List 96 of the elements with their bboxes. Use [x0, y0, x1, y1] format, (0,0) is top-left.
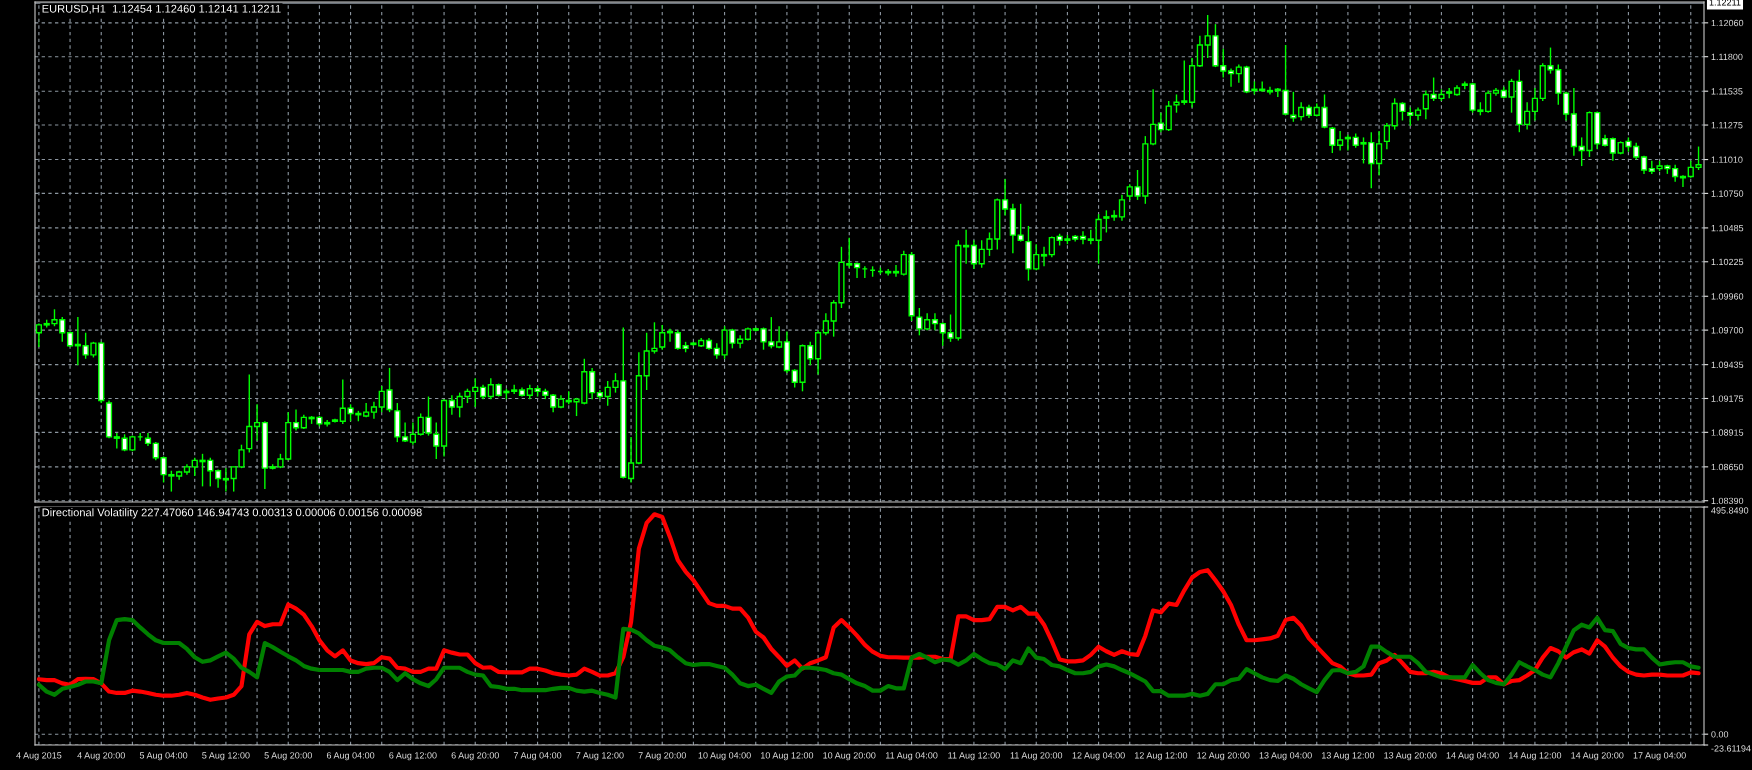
candlestick	[1407, 106, 1414, 127]
x-tick-label: 14 Aug 20:00	[1571, 752, 1624, 761]
x-tick-label: 7 Aug 12:00	[576, 752, 624, 761]
candlestick	[1422, 89, 1429, 120]
candlestick	[1337, 130, 1344, 152]
x-tick-label: 10 Aug 12:00	[760, 752, 814, 761]
ref-line-label: 1.12211	[1709, 0, 1741, 6]
candlestick	[214, 468, 222, 489]
candlestick	[550, 393, 557, 413]
candlestick	[1040, 246, 1048, 268]
y-tick-label: 1.08650	[1711, 463, 1744, 471]
candlestick	[1118, 194, 1126, 222]
candlestick	[1383, 122, 1390, 150]
y-tick-label: 1.09175	[1711, 395, 1744, 402]
candlestick	[1531, 87, 1539, 122]
line-series	[36, 615, 1701, 700]
candlestick	[970, 239, 978, 270]
candlestick	[1609, 136, 1616, 162]
y-tick-label: 0.00	[1711, 731, 1729, 738]
chart-title: Directional Volatility 227.47060 146.94743 0.00313 0.00006 0.00156 0.00098	[42, 508, 422, 519]
candlestick	[222, 467, 230, 493]
candlestick	[892, 264, 900, 278]
x-tick-label: 6 Aug 12:00	[389, 752, 437, 761]
y-tick-label: 1.11800	[1711, 53, 1743, 61]
y-tick-label: -23.61194	[1711, 745, 1751, 752]
candlestick	[1111, 209, 1118, 222]
candlestick	[1150, 88, 1157, 146]
candlestick	[292, 408, 300, 432]
candlestick	[401, 421, 409, 443]
candlestick	[822, 312, 829, 337]
x-tick-label: 14 Aug 04:00	[1446, 752, 1499, 761]
y-tick-label: 1.10485	[1711, 224, 1744, 232]
y-tick-label: 1.08390	[1711, 497, 1744, 505]
candlestick	[1017, 203, 1024, 243]
x-tick-label: 12 Aug 20:00	[1197, 752, 1250, 761]
x-tick-label: 10 Aug 20:00	[823, 752, 876, 761]
x-tick-label: 11 Aug 04:00	[885, 752, 938, 761]
x-tick-label: 5 Aug 12:00	[202, 752, 250, 761]
y-tick-label: 1.09700	[1711, 327, 1744, 334]
candlestick	[1562, 91, 1570, 122]
candlestick	[246, 373, 253, 454]
x-tick-label: 12 Aug 12:00	[1135, 752, 1188, 761]
candlestick	[1524, 101, 1531, 131]
candlestick	[1329, 126, 1336, 154]
x-tick-label: 11 Aug 12:00	[948, 752, 1000, 761]
chart-title: EURUSD,H1 1.12454 1.12460 1.12141 1.12211	[42, 4, 281, 14]
candlestick	[1157, 111, 1165, 133]
candlestick	[409, 421, 417, 446]
x-tick-label: 7 Aug 04:00	[513, 752, 562, 761]
x-tick-label: 11 Aug 20:00	[1010, 752, 1063, 761]
candlestick	[1485, 89, 1492, 114]
x-tick-label: 5 Aug 20:00	[264, 752, 312, 761]
candlestick	[487, 377, 494, 400]
x-tick-label: 13 Aug 12:00	[1322, 752, 1375, 761]
candlestick	[253, 403, 261, 442]
candlestick	[1001, 178, 1009, 217]
x-tick-label: 12 Aug 04:00	[1072, 752, 1125, 761]
x-tick-label: 4 Aug 20:00	[77, 752, 125, 761]
candlestick	[853, 261, 861, 279]
y-tick-label: 1.08915	[1711, 429, 1744, 436]
candlestick	[931, 312, 939, 331]
y-tick-label: 1.09435	[1711, 361, 1744, 368]
candlestick	[1298, 101, 1305, 122]
candlestick	[916, 307, 923, 337]
x-tick-label: 14 Aug 12:00	[1509, 752, 1562, 761]
candlestick	[1290, 91, 1297, 123]
candlestick	[433, 421, 440, 460]
candlestick	[1227, 67, 1235, 88]
y-tick-label: 1.10750	[1711, 190, 1744, 197]
candlestick	[1103, 209, 1110, 234]
candlestick	[659, 324, 666, 351]
x-tick-label: 13 Aug 20:00	[1384, 752, 1437, 761]
candlestick	[1375, 130, 1383, 176]
y-tick-label: 1.11535	[1711, 88, 1743, 95]
x-tick-label: 17 Aug 04:00	[1633, 752, 1686, 761]
y-tick-label: 1.11275	[1711, 122, 1743, 129]
candlestick	[1235, 63, 1242, 84]
candlestick	[627, 436, 635, 484]
y-tick-label: 1.09960	[1711, 293, 1744, 300]
x-tick-label: 7 Aug 20:00	[638, 752, 686, 761]
candlestick	[448, 394, 455, 416]
candlestick	[1196, 35, 1203, 68]
y-tick-label: 1.10225	[1711, 258, 1744, 266]
x-tick-label: 4 Aug 2015	[16, 752, 62, 761]
x-tick-label: 6 Aug 20:00	[451, 752, 499, 761]
x-tick-label: 10 Aug 04:00	[698, 752, 751, 761]
candlestick	[1079, 230, 1087, 245]
candlestick	[1048, 235, 1055, 258]
candlestick	[589, 367, 596, 400]
candlestick	[674, 329, 681, 351]
y-tick-label: 1.12060	[1711, 19, 1744, 27]
y-tick-label: 1.11010	[1711, 156, 1743, 163]
y-tick-label: 495.8490	[1711, 507, 1749, 514]
x-tick-label: 6 Aug 04:00	[326, 752, 375, 761]
x-tick-label: 13 Aug 04:00	[1259, 752, 1312, 761]
x-tick-label: 5 Aug 04:00	[139, 752, 188, 761]
